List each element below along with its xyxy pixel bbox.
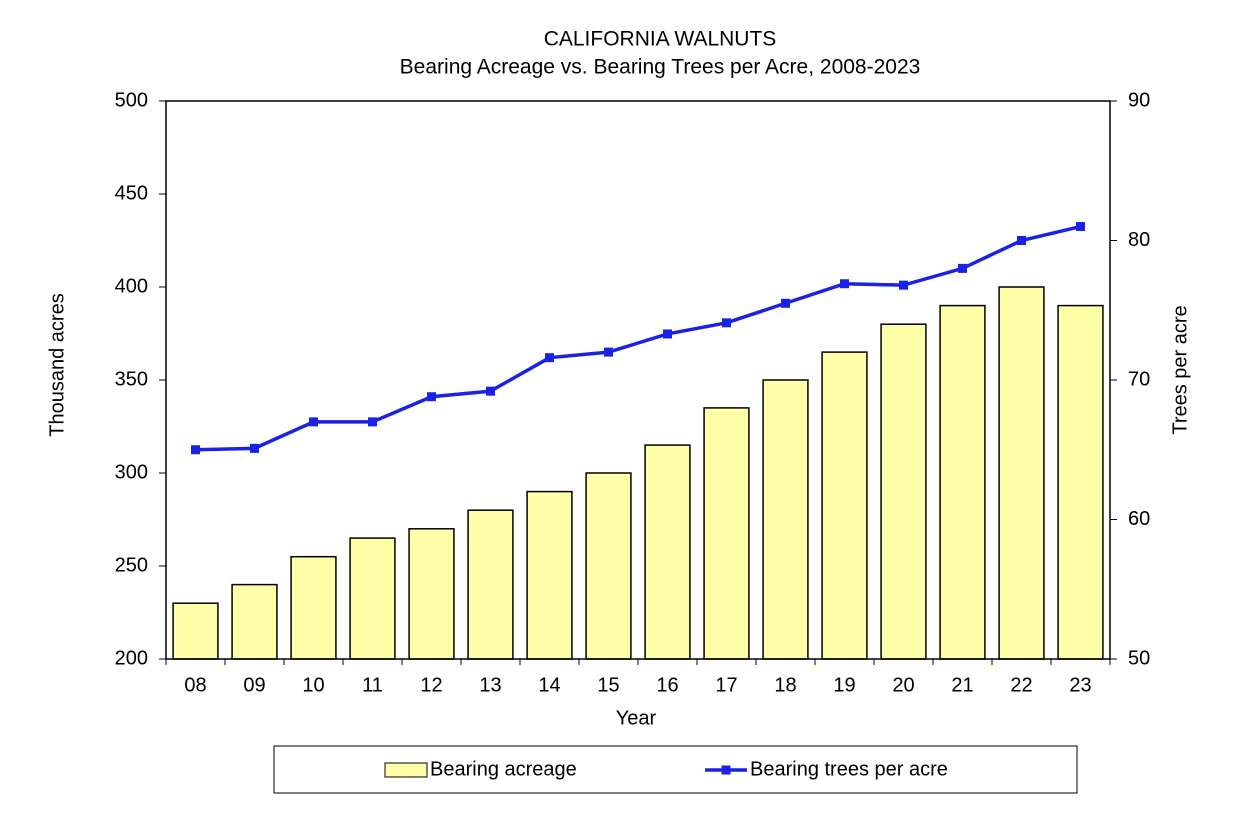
- x-tick-label: 23: [1069, 674, 1091, 696]
- plot-frame: [165, 100, 1111, 660]
- x-tick-label: 14: [538, 674, 560, 696]
- y-tick-label: 350: [115, 368, 148, 390]
- bar: [231, 583, 278, 660]
- x-tick-label: 08: [184, 674, 206, 696]
- chart-title: CALIFORNIA WALNUTS: [544, 28, 777, 51]
- line: [195, 224, 1081, 452]
- marker: [781, 298, 790, 308]
- x-axis-label: Year: [616, 707, 657, 729]
- y2-tick-label: 60: [1128, 508, 1150, 530]
- x-tick-label: 17: [715, 674, 737, 696]
- legend-swatch: [384, 762, 428, 778]
- x-tick-label: 10: [302, 674, 324, 696]
- y-tick-label: 450: [115, 182, 148, 204]
- bar: [703, 407, 750, 660]
- x-tick-label: 16: [656, 674, 678, 696]
- legend-label: Bearing trees per acre: [750, 758, 948, 780]
- x-tick-label: 22: [1010, 674, 1032, 696]
- y-tick-label: 300: [115, 461, 148, 483]
- y2-tick-label: 90: [1128, 89, 1150, 111]
- x-tick-label: 12: [420, 674, 442, 696]
- bar: [290, 555, 337, 660]
- legend-label: Bearing acreage: [430, 758, 577, 780]
- marker: [899, 280, 908, 290]
- marker: [604, 347, 613, 357]
- bar: [821, 351, 868, 660]
- bar: [998, 286, 1045, 660]
- marker: [1076, 222, 1085, 232]
- y2-tick-label: 70: [1128, 368, 1150, 390]
- y-tick-label: 200: [115, 647, 148, 669]
- bar: [880, 323, 927, 660]
- bar: [349, 537, 396, 660]
- marker: [191, 445, 200, 455]
- y-tick-label: 400: [115, 275, 148, 297]
- y-tick-label: 250: [115, 554, 148, 576]
- legend-swatch: [721, 765, 731, 775]
- bar: [172, 602, 219, 660]
- marker: [250, 443, 259, 453]
- y2-tick-label: 50: [1128, 647, 1150, 669]
- bar: [762, 379, 809, 660]
- bar: [1057, 304, 1104, 660]
- x-tick-label: 15: [597, 674, 619, 696]
- marker: [1017, 236, 1026, 245]
- marker: [663, 329, 672, 339]
- marker: [486, 386, 495, 396]
- y2-axis-label: Trees per acre: [1169, 305, 1191, 434]
- bar: [585, 472, 632, 660]
- bar: [526, 490, 573, 660]
- marker: [722, 318, 731, 328]
- y-axis-label: Thousand acres: [46, 293, 68, 436]
- chart-subtitle: Bearing Acreage vs. Bearing Trees per Ac…: [400, 56, 921, 79]
- marker: [840, 279, 849, 289]
- x-tick-label: 19: [833, 674, 855, 696]
- y-tick-label: 500: [115, 89, 148, 111]
- x-tick-label: 09: [243, 674, 265, 696]
- marker: [958, 263, 967, 273]
- x-tick-label: 13: [479, 674, 501, 696]
- bar: [408, 528, 455, 660]
- bar: [467, 509, 514, 660]
- x-tick-label: 20: [892, 674, 914, 696]
- marker: [427, 392, 436, 402]
- x-tick-label: 11: [362, 674, 383, 696]
- marker: [309, 417, 318, 427]
- marker: [368, 417, 377, 427]
- x-tick-label: 21: [951, 674, 973, 696]
- x-tick-label: 18: [774, 674, 796, 696]
- bar: [644, 444, 691, 660]
- y2-tick-label: 80: [1128, 229, 1150, 251]
- marker: [545, 353, 554, 363]
- bar: [939, 304, 986, 660]
